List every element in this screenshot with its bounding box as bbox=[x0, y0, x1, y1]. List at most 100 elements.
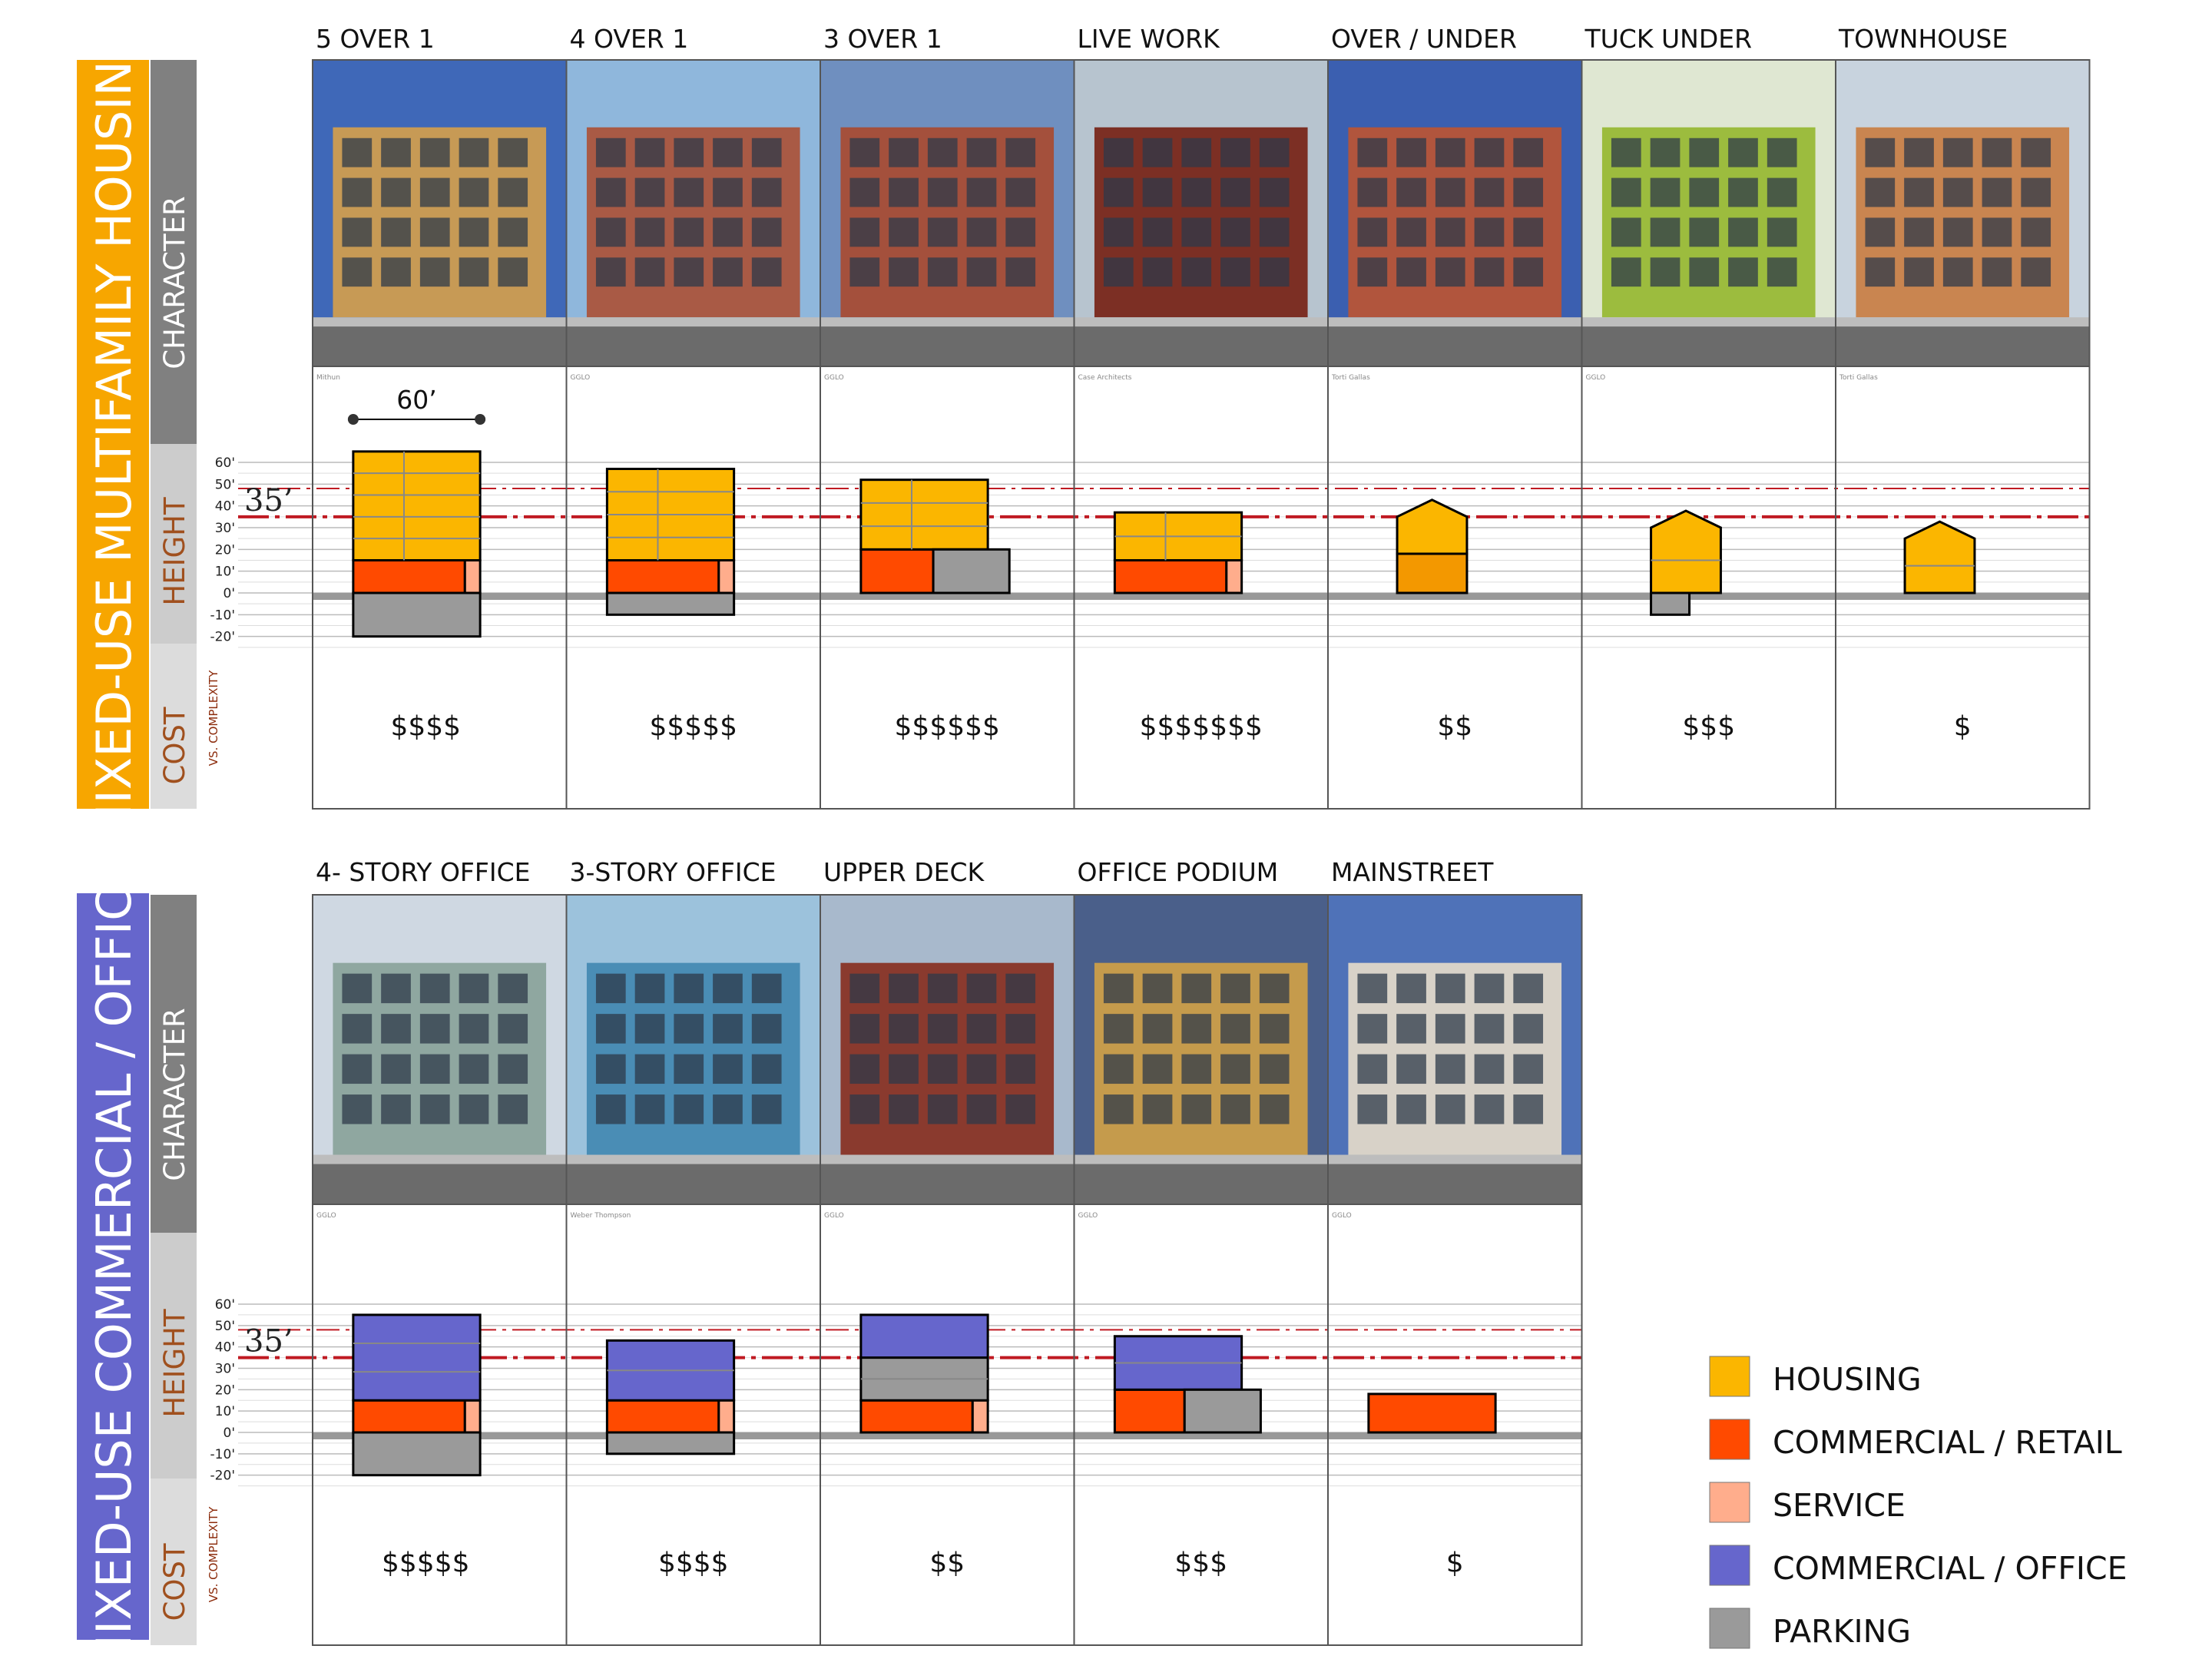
legend-label: SERVICE bbox=[1773, 1487, 1906, 1524]
photo-window bbox=[1259, 217, 1290, 247]
photo-window bbox=[1396, 1014, 1426, 1044]
photo-window bbox=[1103, 217, 1134, 247]
photo-window bbox=[1259, 1094, 1290, 1124]
photo-window bbox=[889, 177, 919, 207]
photo-window bbox=[2021, 257, 2051, 287]
photo-window bbox=[459, 973, 489, 1004]
column-4-over-1: 4 OVER 1 GGLO $$$$$ bbox=[566, 24, 820, 743]
column-5-over-1: 5 OVER 1 Mithun $$$$ bbox=[313, 24, 567, 743]
photo-window bbox=[966, 177, 997, 207]
section-block-parking bbox=[605, 1431, 736, 1455]
section-block-retail bbox=[605, 559, 720, 594]
photo-window bbox=[1220, 257, 1250, 287]
photo-window bbox=[966, 1054, 997, 1084]
section-grid bbox=[312, 59, 2091, 810]
scale-tick-label: 60' bbox=[215, 1297, 235, 1313]
photo-window bbox=[1767, 217, 1797, 247]
photo-window bbox=[1357, 137, 1388, 167]
photo-window bbox=[1513, 1094, 1544, 1124]
photo-window bbox=[1728, 217, 1758, 247]
character-row-tab bbox=[151, 60, 197, 444]
photo-window bbox=[1181, 217, 1212, 247]
photo-window bbox=[1005, 257, 1036, 287]
section-block-housing bbox=[1396, 498, 1469, 555]
photo-street bbox=[313, 323, 567, 366]
column-over-under: OVER / UNDER Torti Gallas $$ bbox=[1328, 24, 1582, 743]
photo-window bbox=[1435, 137, 1465, 167]
character-row-tab bbox=[151, 895, 197, 1233]
photo-window bbox=[1142, 217, 1173, 247]
photo-window bbox=[927, 257, 958, 287]
photo-window bbox=[498, 257, 528, 287]
scale-tick-label: 40' bbox=[215, 1340, 235, 1356]
photo-window bbox=[1982, 217, 2012, 247]
scale-tick-label: 20' bbox=[215, 1382, 235, 1398]
scale-tick-label: -20' bbox=[210, 1469, 235, 1484]
photo-window bbox=[751, 177, 782, 207]
photo-window bbox=[1904, 217, 1934, 247]
photo-window bbox=[927, 973, 958, 1004]
photo-window bbox=[1220, 177, 1250, 207]
legend: HOUSING COMMERCIAL / RETAIL SERVICE COMMERC… bbox=[1709, 1356, 2128, 1650]
scale-tick-label: 50' bbox=[215, 1319, 235, 1334]
photo-window bbox=[1220, 217, 1250, 247]
photo-window bbox=[498, 217, 528, 247]
photo-window bbox=[713, 257, 743, 287]
photo-window bbox=[927, 217, 958, 247]
photo-window bbox=[674, 217, 704, 247]
scale-tick-label: -20' bbox=[210, 630, 235, 645]
photo-window bbox=[1865, 137, 1896, 167]
photo-window bbox=[1005, 1054, 1036, 1084]
photo-window bbox=[1005, 177, 1036, 207]
photo-window bbox=[1005, 137, 1036, 167]
photo-window bbox=[889, 1054, 919, 1084]
photo-window bbox=[1767, 177, 1797, 207]
photo-window bbox=[966, 217, 997, 247]
photo-window bbox=[1396, 1054, 1426, 1084]
column-townhouse: TOWNHOUSE Torti Gallas $ bbox=[1836, 24, 2090, 743]
photo-street bbox=[1328, 1161, 1582, 1204]
column-4-story-office: 4- STORY OFFICE GGLO $$$$$ bbox=[313, 857, 567, 1579]
photo-window bbox=[381, 217, 411, 247]
photo-window bbox=[1728, 137, 1758, 167]
section-block-retail bbox=[859, 1399, 974, 1434]
photo-window bbox=[1142, 177, 1173, 207]
photo-window bbox=[459, 1054, 489, 1084]
photo-window bbox=[381, 257, 411, 287]
photo-credit: GGLO bbox=[824, 1212, 844, 1220]
photo-window bbox=[1435, 1094, 1465, 1124]
cost-value: $$ bbox=[929, 1548, 965, 1579]
scale-tick-label: 30' bbox=[215, 1362, 235, 1377]
section-block-service bbox=[717, 1399, 736, 1434]
column-title: LIVE WORK bbox=[1078, 24, 1221, 54]
photo-window bbox=[595, 137, 626, 167]
photo-window bbox=[1435, 257, 1465, 287]
photo-credit: Torti Gallas bbox=[1839, 374, 1878, 382]
cost-value: $$$$ bbox=[658, 1548, 729, 1579]
photo-window bbox=[1650, 257, 1681, 287]
photo-credit: GGLO bbox=[571, 374, 591, 382]
character-row-label: CHARACTER bbox=[158, 1008, 191, 1181]
photo-window bbox=[889, 1094, 919, 1124]
photo-window bbox=[1396, 973, 1426, 1004]
photo-window bbox=[1728, 257, 1758, 287]
column-title: 5 OVER 1 bbox=[316, 24, 435, 54]
photo-window bbox=[1220, 1014, 1250, 1044]
photo-window bbox=[849, 257, 880, 287]
photo-window bbox=[966, 973, 997, 1004]
cost-value: $$$$$ bbox=[649, 711, 737, 743]
legend-label: HOUSING bbox=[1773, 1361, 1922, 1398]
photo-window bbox=[927, 1014, 958, 1044]
photo-window bbox=[1181, 257, 1212, 287]
photo-window bbox=[1474, 217, 1505, 247]
photo-window bbox=[1357, 1094, 1388, 1124]
column-title: 4- STORY OFFICE bbox=[316, 857, 531, 887]
legend-label: PARKING bbox=[1773, 1613, 1911, 1650]
photo-sidewalk bbox=[313, 317, 567, 327]
photo-window bbox=[1689, 177, 1720, 207]
photo-window bbox=[674, 973, 704, 1004]
photo-window bbox=[1650, 177, 1681, 207]
photo-window bbox=[1865, 257, 1896, 287]
section-title: MIXED-USE MULTIFAMILY HOUSING bbox=[86, 24, 142, 845]
photo-window bbox=[419, 1014, 450, 1044]
